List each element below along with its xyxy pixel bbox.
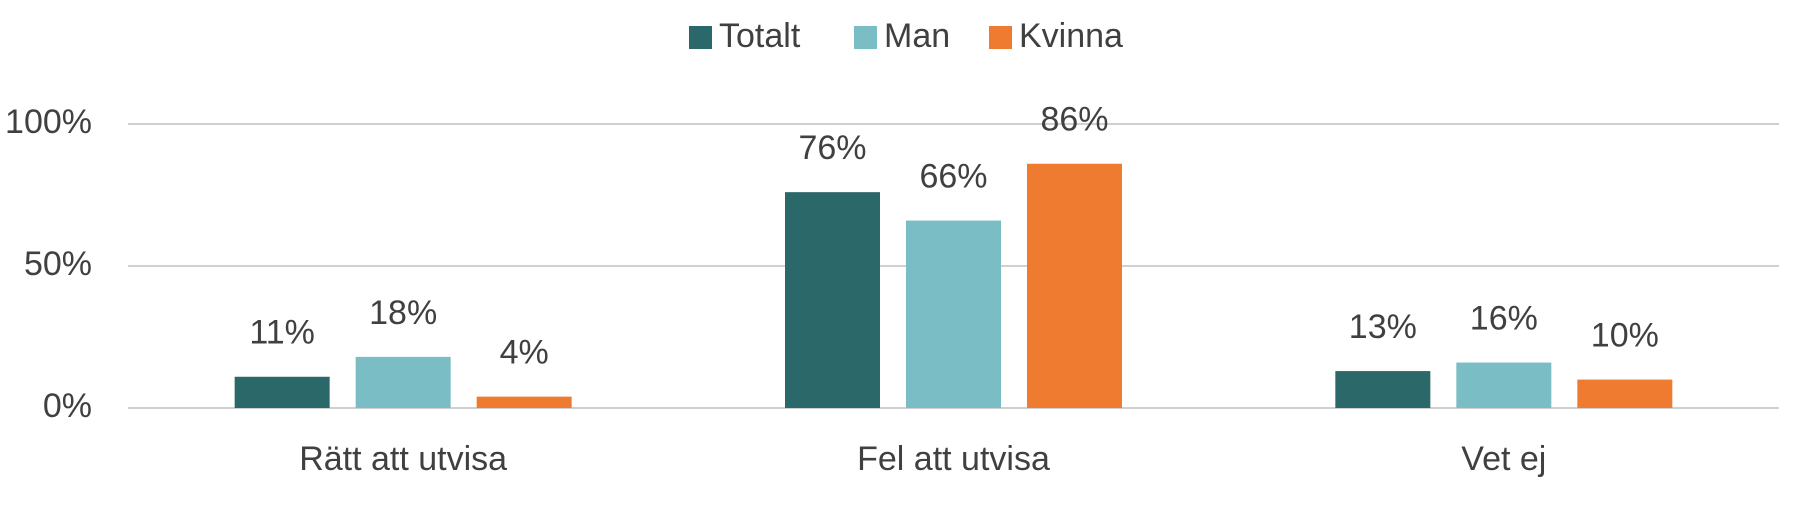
value-label: 13% <box>1349 308 1417 346</box>
value-label: 11% <box>249 314 315 352</box>
bar <box>234 376 330 408</box>
x-tick-label: Rätt att utvisa <box>299 440 507 478</box>
y-tick-label: 0% <box>43 387 92 425</box>
legend-label: Totalt <box>719 17 801 55</box>
bar <box>1027 163 1122 408</box>
value-label: 10% <box>1591 317 1659 355</box>
legend-label: Kvinna <box>1019 17 1123 55</box>
value-label: 86% <box>1040 101 1108 139</box>
x-tick-label: Fel att utvisa <box>857 440 1050 478</box>
value-label: 4% <box>500 334 549 372</box>
value-label: 76% <box>798 129 866 167</box>
bar <box>906 220 1001 408</box>
bar <box>1577 379 1673 408</box>
legend-swatch <box>989 26 1012 49</box>
legend-label: Man <box>884 17 950 55</box>
bar <box>785 192 880 408</box>
y-tick-label: 50% <box>24 245 92 283</box>
value-label: 66% <box>919 158 987 196</box>
value-label: 18% <box>369 294 437 332</box>
x-tick-label: Vet ej <box>1461 440 1546 478</box>
bar <box>1335 371 1431 408</box>
bar <box>355 356 451 408</box>
bar <box>1456 362 1552 408</box>
bar <box>476 396 572 408</box>
legend-swatch <box>689 26 712 49</box>
legend-swatch <box>854 26 877 49</box>
y-tick-label: 100% <box>5 103 92 141</box>
value-label: 16% <box>1470 300 1538 338</box>
